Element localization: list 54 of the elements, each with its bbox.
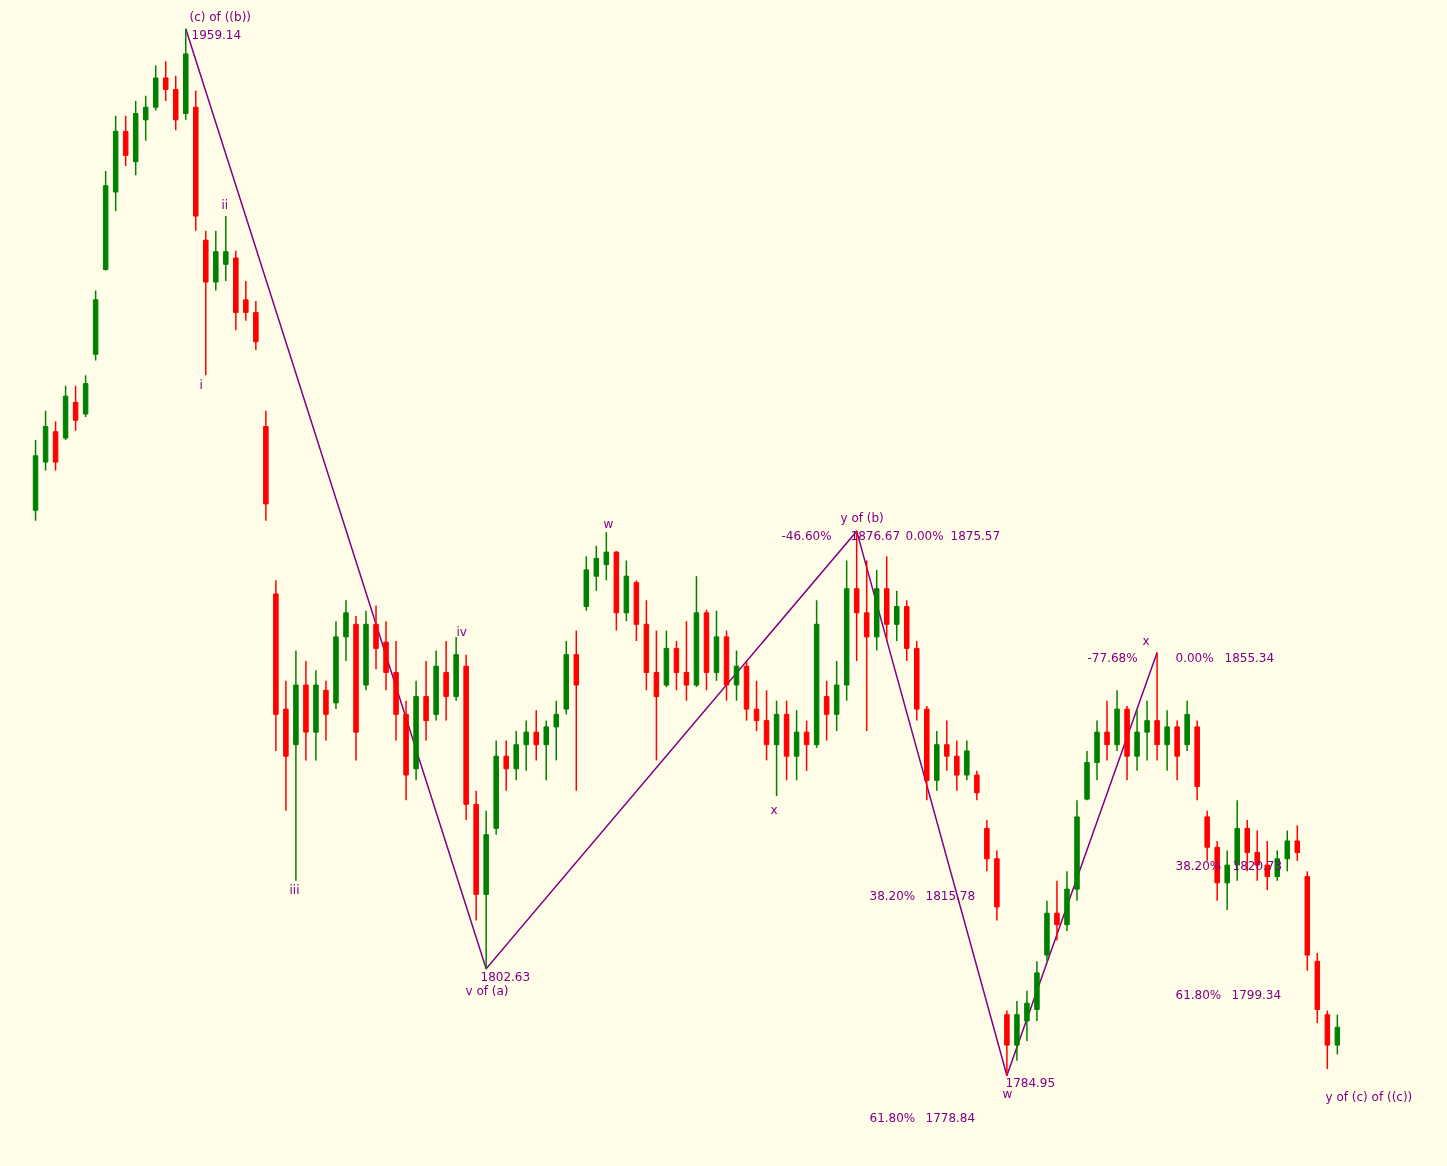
annotation: i: [199, 377, 203, 392]
annotation: v of (a): [465, 983, 509, 998]
text: 61.80%: [869, 1110, 916, 1125]
annotation: 1875.57: [950, 529, 1001, 543]
annotation: 1799.34: [1231, 988, 1282, 1002]
candlestick: [1164, 709, 1170, 772]
candlestick: [503, 739, 509, 792]
annotation: 0.00%: [1175, 650, 1214, 665]
candlestick: [223, 215, 229, 282]
candlestick: [1144, 699, 1150, 762]
candlestick: [753, 680, 760, 732]
candlestick: [593, 545, 600, 592]
annotation: x: [1142, 633, 1150, 648]
candlestick: [1284, 829, 1291, 873]
candlestick: [1224, 849, 1230, 911]
candlestick: [603, 531, 610, 582]
candlestick: [974, 770, 980, 801]
candlestick: [1294, 824, 1301, 862]
candlestick: [944, 719, 950, 772]
candlestick: [543, 719, 550, 782]
annotation: y of (b): [840, 510, 884, 525]
annotation: 1959.14: [191, 28, 242, 42]
candlestick: [823, 680, 830, 742]
annotation: 38.20%: [869, 888, 916, 903]
candlestick: [803, 719, 810, 772]
candlestick: [1054, 880, 1060, 942]
annotation: -46.60%: [781, 528, 832, 543]
candlestick: [1104, 699, 1110, 762]
annotation: 1802.63: [480, 970, 531, 984]
candlestick: [523, 719, 529, 772]
annotation: w: [603, 516, 614, 531]
candlestick: [893, 590, 900, 642]
annotation: 1855.34: [1224, 651, 1275, 665]
candlestick: [1334, 1013, 1341, 1056]
candlestick: [533, 709, 539, 762]
text: 1778.84: [925, 1111, 976, 1125]
candlestick: [142, 95, 149, 142]
candlestick: [553, 699, 560, 762]
candlestick: [162, 60, 169, 102]
annotation: 0.00%: [905, 528, 944, 543]
candlestick: [954, 739, 960, 792]
candlestick: [72, 384, 79, 432]
annotation: ii: [221, 197, 229, 212]
candlestick: [243, 280, 249, 322]
annotation: x: [770, 802, 778, 817]
text: y of (c) of ((c)): [1325, 1089, 1413, 1104]
candlestick: [683, 620, 690, 702]
candlestick: [733, 649, 740, 702]
annotation: -77.68%: [1087, 650, 1138, 665]
annotation: 61.80%: [1175, 987, 1222, 1002]
annotation: iv: [456, 624, 467, 639]
annotation: iii: [289, 882, 300, 897]
candlestick: [1024, 989, 1030, 1042]
text: (c) of ((b)): [189, 9, 251, 24]
